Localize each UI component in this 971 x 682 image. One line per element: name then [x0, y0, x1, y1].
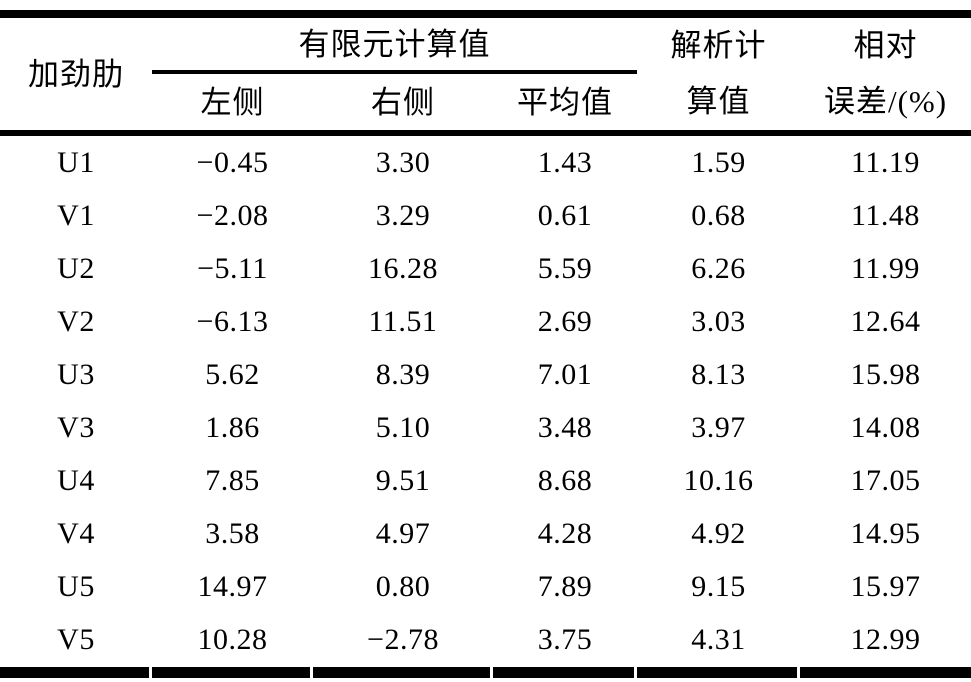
fem-average-cell: 5.59 — [537, 251, 593, 285]
fem-left-cell: −0.45 — [196, 145, 269, 179]
bottom-rule-segment — [800, 667, 971, 678]
fem-average-cell: 7.89 — [537, 569, 593, 603]
bottom-rule-segment — [493, 667, 637, 678]
col-header-fem-group: 有限元计算值 — [152, 14, 637, 75]
col-header-left-side: 左侧 — [152, 72, 313, 136]
fem-left-cell: 3.58 — [205, 516, 260, 550]
fem-left-cell: 7.85 — [205, 463, 260, 497]
fem-right-cell: 5.10 — [375, 410, 431, 444]
bottom-rule-segment — [637, 667, 800, 678]
fem-average-cell: 7.01 — [537, 357, 593, 391]
fem-left-cell: −2.08 — [196, 198, 269, 232]
table-header: 加劲肋 有限元计算值 解析计 算值 相对 误差/(%) 左侧 右侧 平均值 — [0, 14, 971, 136]
relative-error-cell: 15.97 — [850, 569, 921, 603]
fem-right-cell: 8.39 — [375, 357, 431, 391]
relative-error-cell: 14.08 — [850, 410, 921, 444]
fem-right-cell: 3.29 — [375, 198, 431, 232]
header-row-sub: 左侧 右侧 平均值 — [0, 72, 971, 136]
analytical-value-cell: 10.16 — [683, 463, 754, 497]
fem-left-cell: 5.62 — [205, 357, 260, 391]
stiffener-id-cell: U2 — [57, 251, 95, 285]
header-row-group: 加劲肋 有限元计算值 解析计 算值 相对 误差/(%) — [0, 14, 971, 136]
fem-right-cell: 9.51 — [375, 463, 431, 497]
table-row: V3 1.86 5.10 3.48 3.97 14.08 — [0, 401, 971, 454]
col-header-stiffener: 加劲肋 — [0, 14, 152, 136]
fem-average-cell: 3.75 — [537, 622, 593, 656]
relative-error-cell: 11.48 — [851, 198, 920, 232]
fem-right-cell: 11.51 — [368, 304, 438, 338]
bottom-rule-segment — [0, 667, 152, 678]
analytical-value-cell: 6.26 — [691, 251, 746, 285]
fem-left-cell: 1.86 — [205, 410, 260, 444]
analytical-value-cell: 3.97 — [691, 410, 746, 444]
stiffener-id-cell: U3 — [57, 357, 95, 391]
col-header-analytical-value: 解析计 算值 — [637, 14, 800, 136]
fem-right-cell: −2.78 — [367, 622, 439, 656]
table-row: V5 10.28 −2.78 3.75 4.31 12.99 — [0, 613, 971, 666]
bottom-rule-segment — [313, 667, 493, 678]
analytical-value-cell: 1.59 — [691, 145, 746, 179]
fem-average-cell: 8.68 — [537, 463, 593, 497]
col-header-right-side: 右侧 — [313, 72, 493, 136]
relative-error-cell: 15.98 — [850, 357, 921, 391]
relative-error-cell: 14.95 — [850, 516, 921, 550]
fem-average-cell: 1.43 — [537, 145, 593, 179]
fem-left-cell: 14.97 — [197, 569, 268, 603]
analytical-value-cell: 9.15 — [691, 569, 746, 603]
stiffener-id-cell: U1 — [57, 145, 95, 179]
table-row: U4 7.85 9.51 8.68 10.16 17.05 — [0, 454, 971, 507]
stiffener-id-cell: V2 — [57, 304, 95, 338]
table-row: U5 14.97 0.80 7.89 9.15 15.97 — [0, 560, 971, 613]
stiffener-id-cell: V1 — [57, 198, 95, 232]
fem-left-cell: −6.13 — [196, 304, 269, 338]
analytical-value-cell: 4.31 — [691, 622, 746, 656]
fem-average-cell: 0.61 — [537, 198, 593, 232]
analytical-value-cell: 8.13 — [691, 357, 746, 391]
stiffener-id-cell: V5 — [57, 622, 95, 656]
col-header-relative-error: 相对 误差/(%) — [800, 14, 971, 136]
table-bottom-rule — [0, 667, 971, 678]
stiffener-id-cell: U4 — [57, 463, 95, 497]
fem-average-cell: 3.48 — [537, 410, 593, 444]
stiffener-id-cell: U5 — [57, 569, 95, 603]
relative-error-cell: 17.05 — [850, 463, 921, 497]
analytical-value-cell: 0.68 — [691, 198, 746, 232]
fem-right-cell: 16.28 — [368, 251, 438, 285]
table-row: V1 −2.08 3.29 0.61 0.68 11.48 — [0, 189, 971, 242]
table-row: V4 3.58 4.97 4.28 4.92 14.95 — [0, 507, 971, 560]
stiffener-id-cell: V4 — [57, 516, 95, 550]
results-table: 加劲肋 有限元计算值 解析计 算值 相对 误差/(%) 左侧 右侧 平均值 U1… — [0, 10, 971, 666]
fem-right-cell: 0.80 — [375, 569, 431, 603]
analytical-value-cell: 4.92 — [691, 516, 746, 550]
relative-error-cell: 12.99 — [850, 622, 921, 656]
fem-right-cell: 4.97 — [375, 516, 431, 550]
table-row: V2 −6.13 11.51 2.69 3.03 12.64 — [0, 295, 971, 348]
relative-error-cell: 12.64 — [850, 304, 921, 338]
table-row: U3 5.62 8.39 7.01 8.13 15.98 — [0, 348, 971, 401]
bottom-rule-segment — [152, 667, 313, 678]
fem-right-cell: 3.30 — [375, 145, 431, 179]
table-body: U1 −0.45 3.30 1.43 1.59 11.19 V1 −2.08 3… — [0, 133, 971, 666]
fem-left-cell: −5.11 — [197, 251, 268, 285]
fem-average-cell: 2.69 — [537, 304, 593, 338]
analytical-value-cell: 3.03 — [691, 304, 746, 338]
col-header-average: 平均值 — [493, 72, 637, 136]
table-row: U2 −5.11 16.28 5.59 6.26 11.99 — [0, 242, 971, 295]
relative-error-cell: 11.99 — [851, 251, 920, 285]
stiffener-id-cell: V3 — [57, 410, 95, 444]
fem-left-cell: 10.28 — [197, 622, 268, 656]
table-row: U1 −0.45 3.30 1.43 1.59 11.19 — [0, 133, 971, 189]
fem-average-cell: 4.28 — [537, 516, 593, 550]
relative-error-cell: 11.19 — [851, 145, 920, 179]
